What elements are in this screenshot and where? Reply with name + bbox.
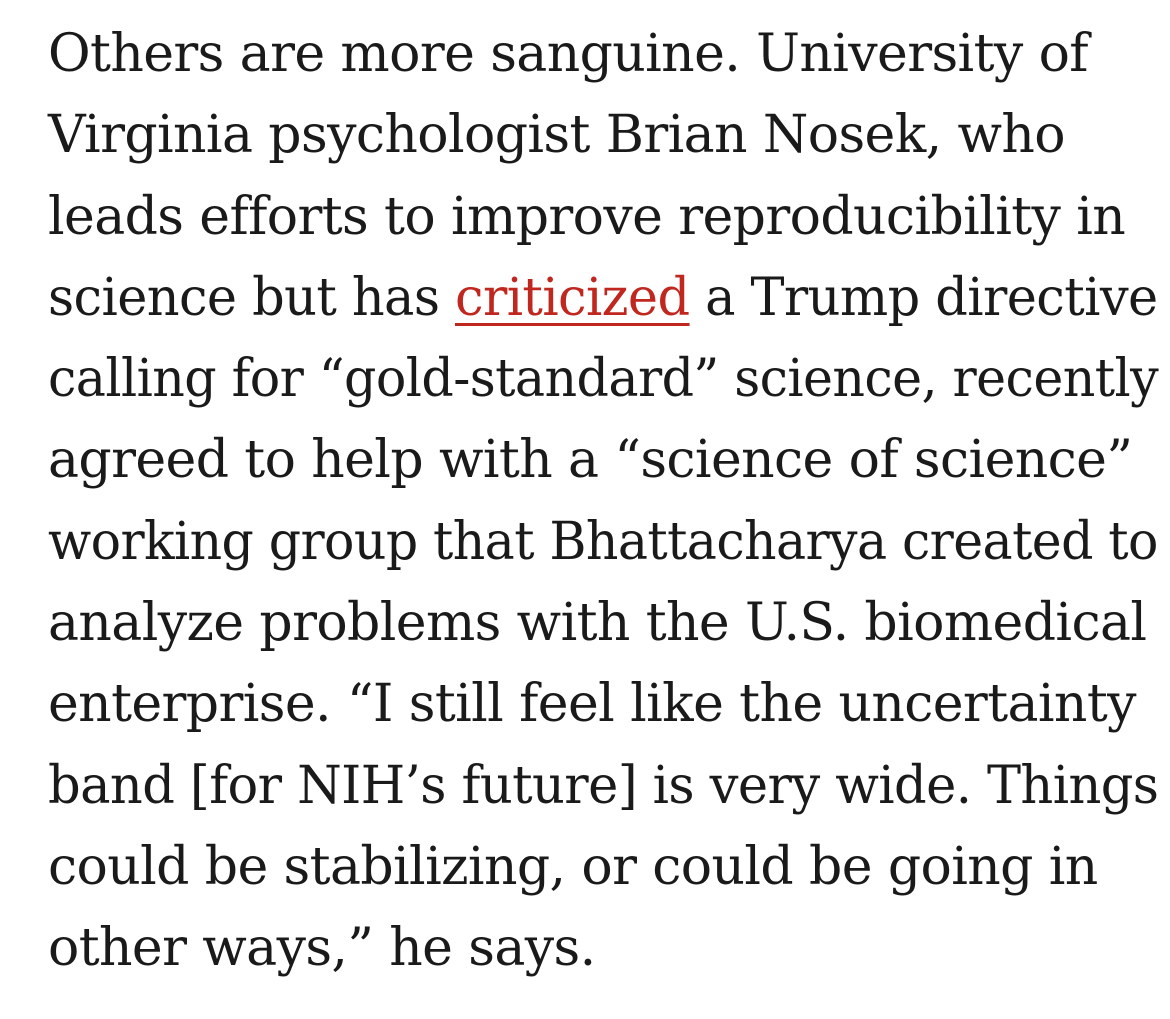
paragraph-line: band [for NIH’s future] is very wide. Th… bbox=[48, 755, 1159, 816]
paragraph-line: Others are more sanguine. University of bbox=[48, 24, 1089, 84]
paragraph-line: other ways,” he says. bbox=[48, 918, 596, 979]
paragraph-line: could be stabilizing, or could be going … bbox=[48, 836, 1098, 897]
paragraph-text: a Trump directive bbox=[689, 267, 1158, 328]
paragraph-line-with-link: science but has criticized a Trump direc… bbox=[48, 258, 1158, 339]
paragraph-line: analyze problems with the U.S. biomedica… bbox=[48, 593, 1147, 654]
paragraph-line: Virginia psychologist Brian Nosek, who bbox=[48, 105, 1066, 166]
paragraph-line: agreed to help with a “science of scienc… bbox=[48, 430, 1133, 491]
article-paragraph: Others are more sanguine. University of … bbox=[48, 14, 1159, 990]
paragraph-line: leads efforts to improve reproducibility… bbox=[48, 186, 1126, 247]
paragraph-line: enterprise. “I still feel like the uncer… bbox=[48, 674, 1136, 735]
criticized-link[interactable]: criticized bbox=[455, 267, 690, 328]
paragraph-text: science but has bbox=[48, 267, 456, 328]
paragraph-line: calling for “gold-standard” science, rec… bbox=[48, 349, 1159, 410]
paragraph-line: working group that Bhattacharya created … bbox=[48, 511, 1158, 572]
